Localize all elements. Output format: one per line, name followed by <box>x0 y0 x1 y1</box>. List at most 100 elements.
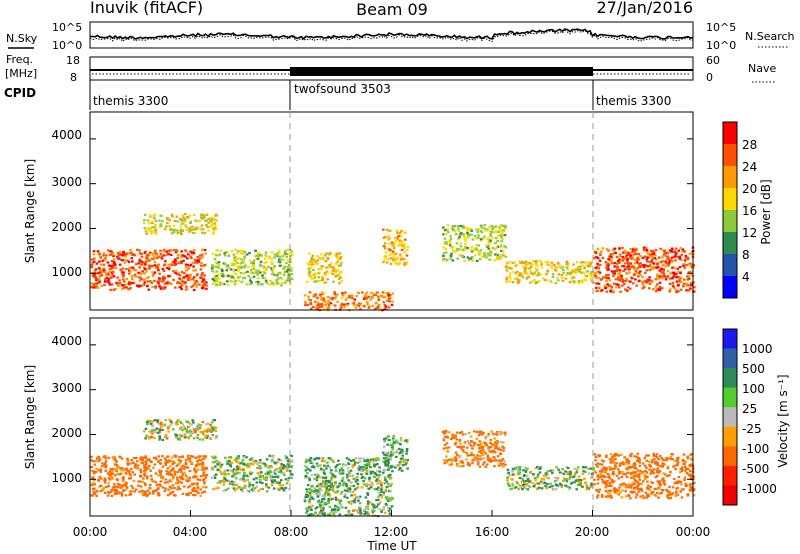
heatmap-cell <box>528 485 532 488</box>
heatmap-cell <box>655 494 658 497</box>
heatmap-cell <box>471 461 474 464</box>
heatmap-cell <box>615 269 619 272</box>
heatmap-cell <box>676 267 679 270</box>
heatmap-cell <box>385 451 389 454</box>
heatmap-cell <box>599 469 602 473</box>
heatmap-cell <box>499 452 502 455</box>
heatmap-cell <box>230 268 233 271</box>
heatmap-cell <box>621 461 624 464</box>
heatmap-cell <box>232 472 236 476</box>
heatmap-cell <box>564 484 568 487</box>
heatmap-cell <box>306 484 310 487</box>
heatmap-cell <box>314 293 317 296</box>
heatmap-cell <box>373 504 376 507</box>
heatmap-cell <box>674 259 677 262</box>
heatmap-cell <box>158 461 162 465</box>
heatmap-cell <box>479 442 483 445</box>
heatmap-cell <box>118 253 121 256</box>
heatmap-cell <box>348 513 351 516</box>
heatmap-cell <box>389 454 393 457</box>
heatmap-cell <box>356 482 360 486</box>
heatmap-cell <box>242 468 245 471</box>
heatmap-cell <box>155 254 158 257</box>
heatmap-cell <box>287 465 291 468</box>
heatmap-cell <box>521 488 524 491</box>
heatmap-cell <box>229 465 233 468</box>
heatmap-cell <box>490 450 494 453</box>
heatmap-cell <box>518 260 522 263</box>
heatmap-cell <box>191 250 195 253</box>
heatmap-cell <box>531 272 535 275</box>
heatmap-cell <box>263 277 267 280</box>
heatmap-cell <box>636 480 639 483</box>
heatmap-cell <box>660 457 664 460</box>
heatmap-cell <box>489 241 492 244</box>
heatmap-cell <box>486 254 490 257</box>
heatmap-cell <box>489 450 492 453</box>
heatmap-cell <box>160 215 164 218</box>
heatmap-cell <box>600 493 604 497</box>
heatmap-cell <box>214 426 218 429</box>
heatmap-cell <box>375 499 378 502</box>
heatmap-cell <box>202 479 205 482</box>
heatmap-cell <box>163 423 167 426</box>
heatmap-cell <box>622 269 625 272</box>
heatmap-cell <box>372 509 376 512</box>
power-cb-tick-24: 24 <box>742 160 757 174</box>
heatmap-cell <box>143 213 147 216</box>
heatmap-cell <box>289 282 292 285</box>
heatmap-cell <box>541 277 545 280</box>
heatmap-cell <box>383 481 387 484</box>
heatmap-cell <box>115 478 119 481</box>
heatmap-cell <box>331 508 334 511</box>
heatmap-cell <box>391 448 394 451</box>
heatmap-cell <box>159 425 163 428</box>
heatmap-cell <box>621 489 624 492</box>
heatmap-cell <box>459 454 462 458</box>
heatmap-cell <box>620 496 624 499</box>
heatmap-cell <box>595 276 598 280</box>
heatmap-cell <box>531 280 535 283</box>
heatmap-cell <box>263 270 267 273</box>
heatmap-cell <box>288 488 291 491</box>
heatmap-cell <box>191 419 194 422</box>
heatmap-cell <box>681 248 685 251</box>
heatmap-cell <box>544 472 548 475</box>
heatmap-cell <box>179 427 182 431</box>
heatmap-cell <box>121 469 125 472</box>
heatmap-cell <box>581 485 584 488</box>
heatmap-cell <box>346 496 349 499</box>
heatmap-cell <box>469 440 473 443</box>
heatmap-cell <box>315 457 318 460</box>
heatmap-cell <box>197 455 200 458</box>
heatmap-cell <box>165 472 169 476</box>
heatmap-cell <box>403 243 406 247</box>
heatmap-cell <box>158 427 162 430</box>
heatmap-cell <box>170 487 173 490</box>
heatmap-cell <box>637 490 640 493</box>
heatmap-cell <box>314 511 318 514</box>
heatmap-cell <box>140 252 143 255</box>
heatmap-cell <box>619 483 622 486</box>
heatmap-cell <box>143 472 146 476</box>
heatmap-cell <box>692 481 696 484</box>
heatmap-cell <box>240 477 244 480</box>
heatmap-cell <box>180 284 184 287</box>
heatmap-cell <box>112 260 116 263</box>
heatmap-cell <box>203 263 207 266</box>
heatmap-cell <box>102 263 106 266</box>
heatmap-cell <box>127 267 131 270</box>
heatmap-cell <box>106 491 110 494</box>
heatmap-cell <box>577 267 580 270</box>
heatmap-cell <box>237 455 240 458</box>
heatmap-cell <box>312 294 316 297</box>
heatmap-cell <box>327 266 330 269</box>
heatmap-cell <box>384 459 387 462</box>
heatmap-cell <box>176 281 180 284</box>
heatmap-cell <box>115 467 118 471</box>
heatmap-cell <box>636 267 639 270</box>
heatmap-cell <box>290 250 293 253</box>
heatmap-cell <box>306 262 310 265</box>
heatmap-cell <box>351 465 355 469</box>
heatmap-cell <box>200 468 204 471</box>
